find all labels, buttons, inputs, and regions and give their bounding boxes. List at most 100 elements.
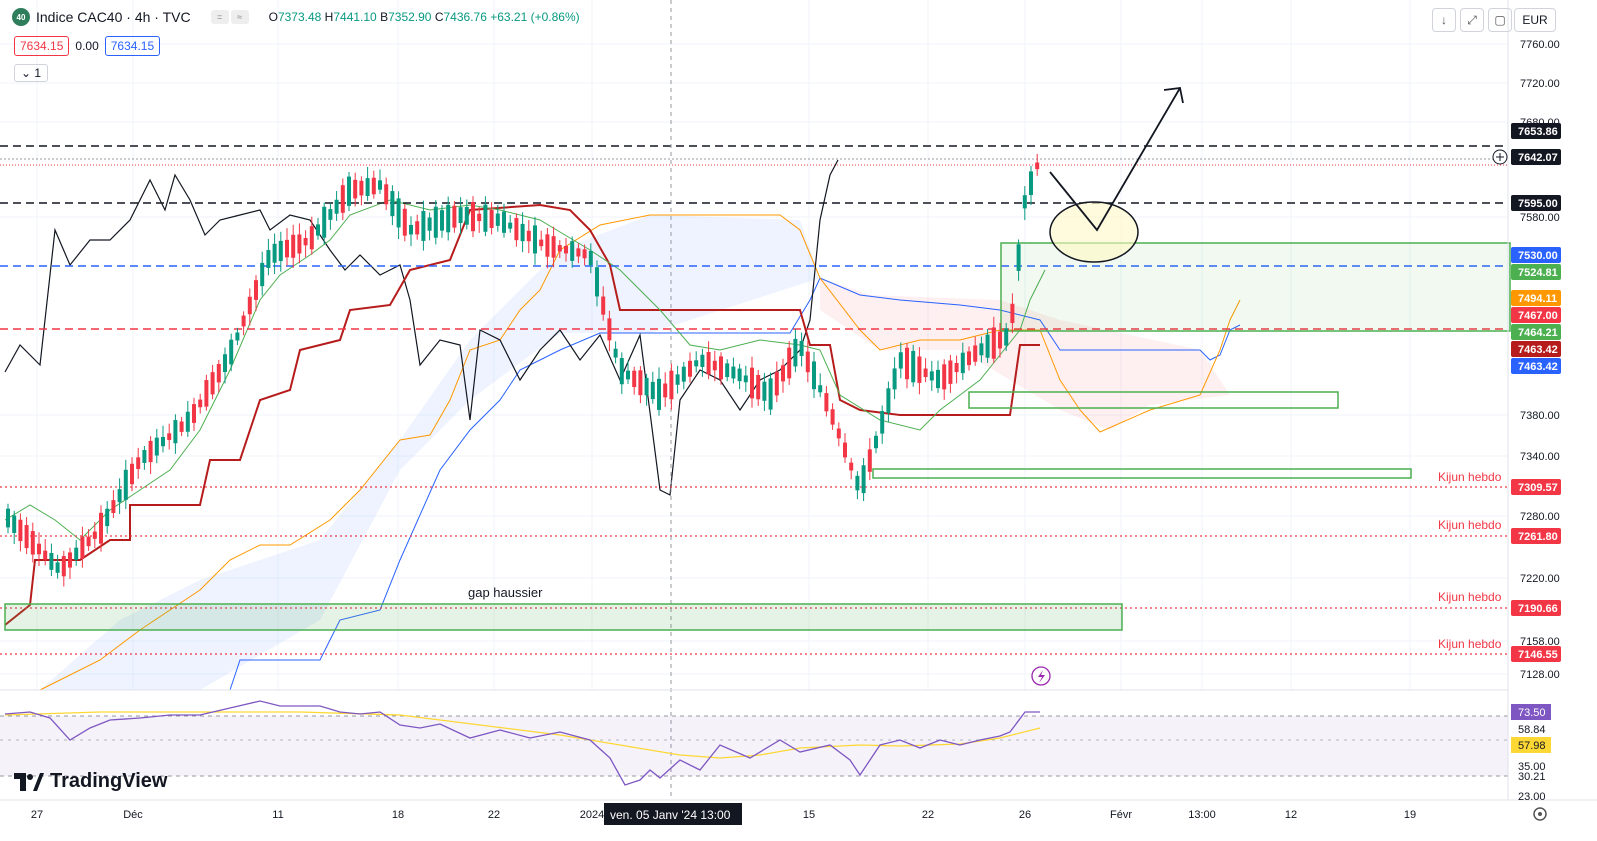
- crosshair-time-label: ven. 05 Janv '24 13:00: [610, 808, 731, 822]
- candle-body: [1010, 303, 1015, 324]
- candle-body: [998, 331, 1002, 349]
- candle-body: [812, 361, 816, 390]
- candle-body: [471, 202, 475, 232]
- hide-icon: =: [210, 10, 229, 24]
- price-label-bg: [1511, 479, 1561, 495]
- price-label: 7467.00: [1518, 310, 1558, 322]
- candle-body: [898, 352, 903, 369]
- candle-body: [55, 562, 60, 573]
- candle-body: [260, 262, 265, 287]
- y-tick-label: 7760.00: [1520, 39, 1560, 51]
- target-ellipse: [1049, 201, 1139, 263]
- candles: [6, 153, 1040, 587]
- candle-body: [328, 209, 333, 220]
- candle-body: [247, 296, 252, 315]
- price-label: 7309.57: [1518, 482, 1558, 494]
- price-label-bg: [1511, 307, 1561, 323]
- price-label-bg: [1511, 247, 1561, 263]
- candle-body: [402, 208, 407, 236]
- spread: 0.00: [75, 39, 99, 53]
- x-tick-label: 19: [1404, 809, 1416, 821]
- price-label: 7146.55: [1518, 649, 1558, 661]
- candle-body: [266, 250, 271, 268]
- y-tick-label: 7340.00: [1520, 451, 1560, 463]
- demand-zone-low: [872, 468, 1412, 479]
- candle-body: [650, 381, 655, 400]
- price-label-bg: [1511, 290, 1561, 306]
- gap-label: gap haussier: [468, 585, 543, 600]
- rsi-line: [4, 700, 1040, 786]
- candle-body: [223, 354, 227, 372]
- price-label-bg: [1511, 324, 1561, 340]
- candle-body: [99, 512, 103, 544]
- candle-body: [762, 381, 767, 401]
- price-label: 7463.42: [1518, 361, 1558, 373]
- candle-body: [390, 191, 395, 217]
- rsi-label: 73.50: [1518, 707, 1546, 719]
- ask-price[interactable]: 7634.15: [104, 36, 161, 56]
- price-label-bg: [1511, 646, 1561, 662]
- candle-body: [353, 179, 358, 199]
- x-tick-label: 26: [1019, 809, 1031, 821]
- kijun-label-4: Kijun hebdo: [1438, 637, 1502, 651]
- price-label: 7463.42: [1518, 344, 1558, 356]
- rsi-label: 35.00: [1518, 761, 1546, 773]
- settings-gear-icon[interactable]: [1533, 807, 1547, 821]
- candle-body: [979, 343, 984, 356]
- candle-body: [967, 351, 971, 366]
- top-toolbar: ↓ ⤢ ▢: [1432, 8, 1512, 32]
- x-tick-label: 12: [1285, 809, 1297, 821]
- currency-select[interactable]: EUR: [1514, 8, 1556, 32]
- legend-header: 40 Indice CAC40 · 4h · TVC = ≈ O7373.48 H…: [12, 8, 580, 26]
- candle-body: [458, 207, 463, 223]
- candle-body: [774, 371, 779, 396]
- candle-body: [917, 356, 922, 383]
- candle-body: [371, 177, 376, 195]
- candle-body: [688, 360, 692, 377]
- candle-body: [781, 365, 785, 382]
- fullscreen-icon[interactable]: ⤢: [1460, 8, 1484, 32]
- indicator-collapse-toggle[interactable]: ⌄ 1: [14, 64, 49, 82]
- candle-body: [6, 508, 10, 528]
- rsi-band: [0, 716, 1508, 776]
- price-label-bg: [1511, 149, 1561, 165]
- candle-body: [80, 536, 85, 559]
- ichimoku-cloud-bull: [40, 215, 820, 690]
- candle-body: [347, 176, 351, 206]
- x-tick-label: 11: [272, 809, 283, 821]
- candle-body: [657, 378, 661, 410]
- scenario-arrow: [1049, 87, 1181, 232]
- candle-body: [954, 362, 959, 373]
- candle-body: [619, 357, 624, 385]
- candle-body: [793, 338, 798, 367]
- download-icon[interactable]: ↓: [1432, 8, 1456, 32]
- candle-body: [836, 428, 841, 439]
- price-label-bg: [1511, 358, 1561, 374]
- candle-body: [595, 267, 599, 297]
- event-lightning-icon[interactable]: [1031, 666, 1051, 686]
- candle-body: [105, 508, 110, 527]
- bid-price[interactable]: 7634.15: [14, 36, 70, 56]
- candle-body: [415, 221, 420, 235]
- candle-body: [210, 372, 215, 395]
- x-tick-label: 18: [392, 809, 404, 821]
- price-label: 7642.07: [1518, 152, 1558, 164]
- candle-body: [483, 204, 488, 232]
- symbol-title[interactable]: Indice CAC40 · 4h · TVC: [36, 9, 191, 25]
- candle-body: [198, 399, 203, 408]
- restore-icon[interactable]: ▢: [1488, 8, 1512, 32]
- add-alert-plus-icon[interactable]: [1492, 149, 1508, 165]
- candle-body: [520, 223, 525, 242]
- x-tick-label: 15: [803, 809, 815, 821]
- candle-body: [1035, 162, 1040, 170]
- price-label-bg: [1511, 600, 1561, 616]
- rsi-label: 57.98: [1518, 740, 1546, 752]
- candle-body: [241, 315, 246, 327]
- kijun-label-3: Kijun hebdo: [1438, 590, 1502, 604]
- candle-body: [923, 368, 928, 378]
- legend-toggle-icons[interactable]: = ≈: [210, 10, 249, 24]
- y-tick-label: 7158.00: [1520, 636, 1560, 648]
- price-label-bg: [1511, 528, 1561, 544]
- senkou-span-b: [229, 277, 1241, 691]
